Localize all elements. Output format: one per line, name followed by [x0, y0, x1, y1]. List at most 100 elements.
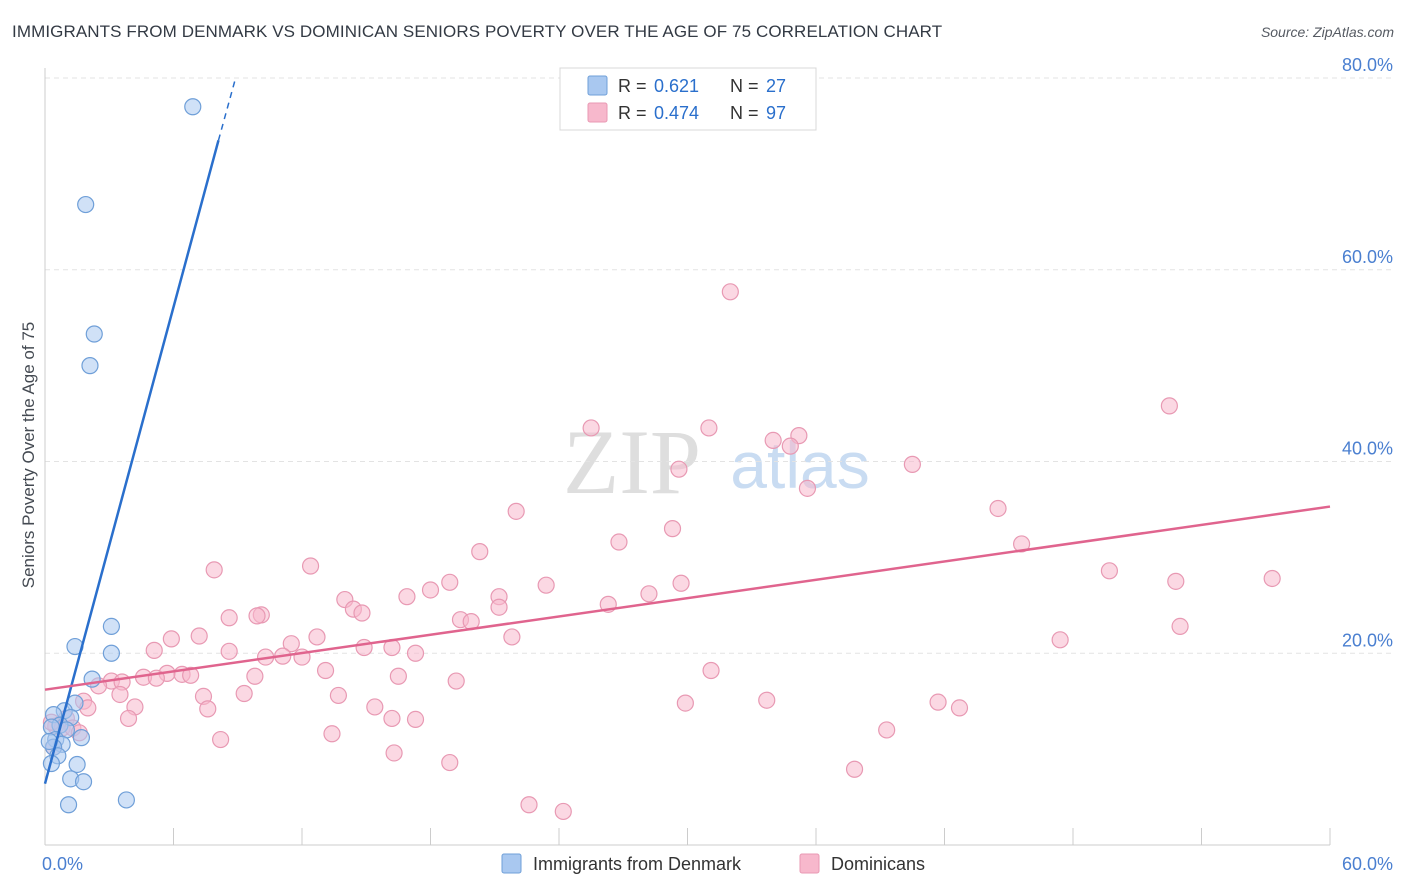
dominican-point-54 — [316, 661, 335, 680]
legend-bottom-label-denmark: Immigrants from Denmark — [533, 854, 742, 874]
legend-n-value-denmark: 27 — [766, 76, 786, 96]
dominican-point-9 — [798, 479, 817, 497]
denmark-point-0 — [184, 98, 202, 116]
dominican-point-79 — [119, 709, 138, 728]
dominican-point-77 — [366, 698, 384, 716]
trend-lines — [43, 77, 1331, 784]
denmark-point-1 — [77, 195, 95, 214]
dominican-point-3 — [700, 419, 718, 437]
dominican-point-72 — [929, 693, 947, 711]
denmark-point-3 — [81, 357, 99, 375]
legend-bottom-swatch-denmark — [501, 853, 522, 874]
series-dominicans — [42, 283, 1281, 821]
y-tick-label-40: 40.0% — [1342, 439, 1393, 459]
dominican-point-83 — [406, 710, 425, 729]
dominican-point-76 — [199, 700, 217, 718]
dominican-point-24 — [421, 581, 440, 599]
denmark-point-25 — [59, 796, 78, 814]
dominican-point-15 — [471, 543, 489, 561]
dominican-point-48 — [220, 642, 238, 660]
dominican-point-16 — [301, 557, 320, 575]
dominican-point-49 — [406, 644, 425, 662]
dominican-point-47 — [145, 641, 163, 659]
dominican-point-92 — [520, 796, 538, 814]
dominican-point-0 — [721, 283, 739, 301]
y-tick-label-80: 80.0% — [1342, 55, 1393, 75]
dominican-point-12 — [663, 520, 682, 538]
dominican-point-2 — [582, 419, 600, 437]
dominican-point-45 — [355, 638, 373, 657]
dominican-point-4 — [764, 431, 782, 450]
dominican-point-65 — [447, 672, 465, 690]
dominican-point-10 — [989, 499, 1007, 518]
dominican-point-59 — [389, 667, 407, 685]
x-tick-labels: 0.0% 60.0% — [42, 854, 1393, 874]
dominican-point-7 — [903, 455, 921, 473]
legend-n-value-dominicans: 97 — [766, 103, 786, 123]
dominican-point-32 — [353, 604, 371, 622]
dominican-point-1 — [1160, 397, 1178, 415]
dominican-point-88 — [212, 730, 230, 749]
dominican-point-41 — [308, 628, 326, 646]
denmark-point-21 — [68, 755, 86, 774]
dominican-point-34 — [220, 609, 238, 627]
legend-n-label-denmark: N = — [730, 76, 759, 96]
dominican-point-8 — [670, 460, 688, 478]
dominican-point-86 — [323, 725, 341, 743]
dominican-point-30 — [490, 598, 508, 616]
denmark-point-4 — [102, 617, 120, 636]
dominican-point-42 — [503, 628, 521, 646]
dominican-point-67 — [235, 684, 253, 703]
denmark-point-24 — [117, 791, 135, 809]
dominican-point-69 — [329, 686, 348, 705]
dominican-point-13 — [610, 533, 628, 551]
dominican-point-35 — [248, 607, 266, 625]
dominican-point-21 — [672, 574, 690, 592]
dominican-point-39 — [190, 627, 208, 645]
y-axis-label: Seniors Poverty Over the Age of 75 — [19, 322, 38, 588]
dominican-point-26 — [640, 585, 658, 603]
denmark-point-2 — [85, 325, 103, 343]
legend-r-value-denmark: 0.621 — [654, 76, 699, 96]
dominican-point-91 — [845, 760, 864, 778]
legend-r-value-dominicans: 0.474 — [654, 103, 699, 123]
y-tick-label-20: 20.0% — [1342, 630, 1393, 650]
dominican-point-19 — [1263, 569, 1281, 588]
dominican-point-23 — [441, 573, 459, 591]
source-credit: Source: ZipAtlas.com — [1260, 24, 1394, 40]
dominican-point-11 — [507, 502, 525, 520]
dominican-point-58 — [246, 667, 264, 685]
dominican-point-71 — [676, 694, 694, 712]
dominican-point-87 — [878, 721, 896, 739]
legend-n-label-dominicans: N = — [730, 103, 759, 123]
legend-swatch-denmark — [587, 75, 608, 96]
dominican-point-22 — [537, 576, 555, 594]
legend-bottom-swatch-dominicans — [799, 853, 820, 874]
dominican-point-25 — [398, 588, 416, 606]
dominican-point-40 — [162, 630, 180, 648]
dominican-point-53 — [702, 661, 720, 680]
dominican-point-14 — [1012, 535, 1031, 553]
dominican-point-20 — [1167, 572, 1185, 590]
trend-line-denmark — [43, 139, 220, 784]
legend-r-label-denmark: R = — [618, 76, 647, 96]
dominican-point-18 — [1100, 562, 1119, 580]
dominican-point-17 — [205, 561, 223, 579]
grid-lines — [45, 77, 1392, 654]
denmark-point-5 — [102, 644, 120, 662]
legend-r-label-dominicans: R = — [618, 103, 647, 123]
dominican-point-70 — [758, 691, 776, 709]
dominican-point-68 — [111, 685, 129, 704]
y-tick-label-60: 60.0% — [1342, 247, 1393, 267]
dominican-point-90 — [441, 753, 459, 772]
legend-top: R = 0.621 N = 27 R = 0.474 N = 97 — [559, 67, 817, 131]
trend-line-denmark-extension — [217, 77, 237, 141]
trend-line-dominicans — [44, 505, 1331, 691]
series-immigrants-from-denmark — [40, 98, 202, 814]
dominican-point-57 — [182, 666, 200, 684]
chart-title: IMMIGRANTS FROM DENMARK VS DOMINICAN SEN… — [12, 22, 943, 41]
legend-swatch-dominicans — [587, 102, 608, 123]
dominican-point-89 — [385, 744, 403, 762]
denmark-point-23 — [74, 773, 93, 791]
